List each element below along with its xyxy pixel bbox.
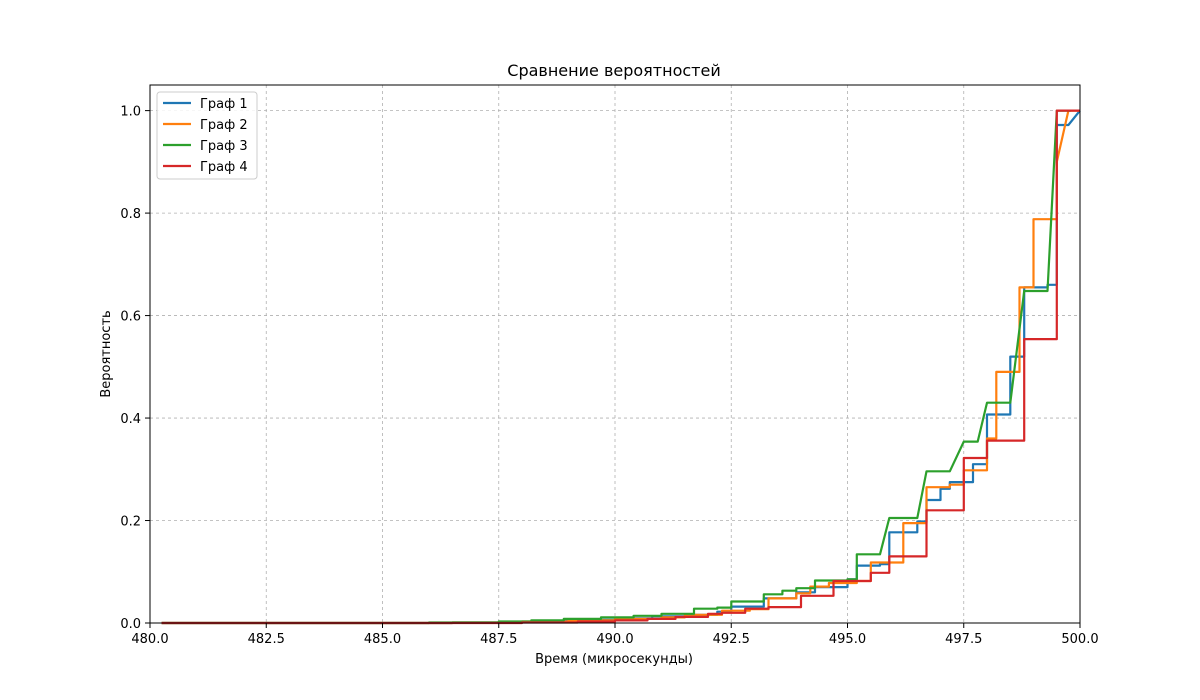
- x-axis-ticks: 480.0 482.5 485.0 487.5 490.0 492.5 495.0 497.5…: [131, 623, 1099, 647]
- series-line-2: [161, 109, 1080, 625]
- legend-label-1: Граф 1: [200, 97, 248, 112]
- legend-label-3: Граф 3: [200, 139, 248, 154]
- series-line-3: [161, 109, 1071, 625]
- y-axis-label: Вероятность: [99, 310, 114, 397]
- y-tick-label: 0.8: [120, 207, 141, 222]
- series-line-4: [161, 109, 1080, 625]
- y-axis-ticks: 0.0 0.2 0.4 0.6 0.8 1.0: [120, 105, 150, 632]
- legend-label-2: Граф 2: [200, 118, 248, 133]
- series-lines: [161, 109, 1081, 625]
- legend: Граф 1 Граф 2 Граф 3 Граф 4: [156, 91, 258, 180]
- x-tick-label: 482.5: [248, 632, 285, 647]
- legend-label-4: Граф 4: [200, 160, 248, 175]
- y-tick-label: 0.2: [120, 515, 141, 530]
- y-tick-label: 0.0: [120, 617, 141, 632]
- x-tick-label: 500.0: [1061, 632, 1098, 647]
- y-tick-label: 0.6: [120, 310, 141, 325]
- y-tick-label: 0.4: [120, 412, 141, 427]
- x-axis-label: Время (микросекунды): [535, 652, 693, 667]
- x-tick-label: 492.5: [713, 632, 750, 647]
- legend-box: [156, 91, 258, 180]
- x-tick-label: 485.0: [364, 632, 401, 647]
- x-tick-label: 490.0: [596, 632, 633, 647]
- x-tick-label: 497.5: [945, 632, 982, 647]
- y-tick-label: 1.0: [120, 105, 141, 120]
- x-tick-label: 495.0: [829, 632, 866, 647]
- x-tick-label: 480.0: [131, 632, 168, 647]
- x-tick-label: 487.5: [480, 632, 517, 647]
- chart-title: Сравнение вероятностей: [507, 61, 720, 80]
- series-line-1: [161, 109, 1081, 625]
- grid: [149, 85, 1081, 624]
